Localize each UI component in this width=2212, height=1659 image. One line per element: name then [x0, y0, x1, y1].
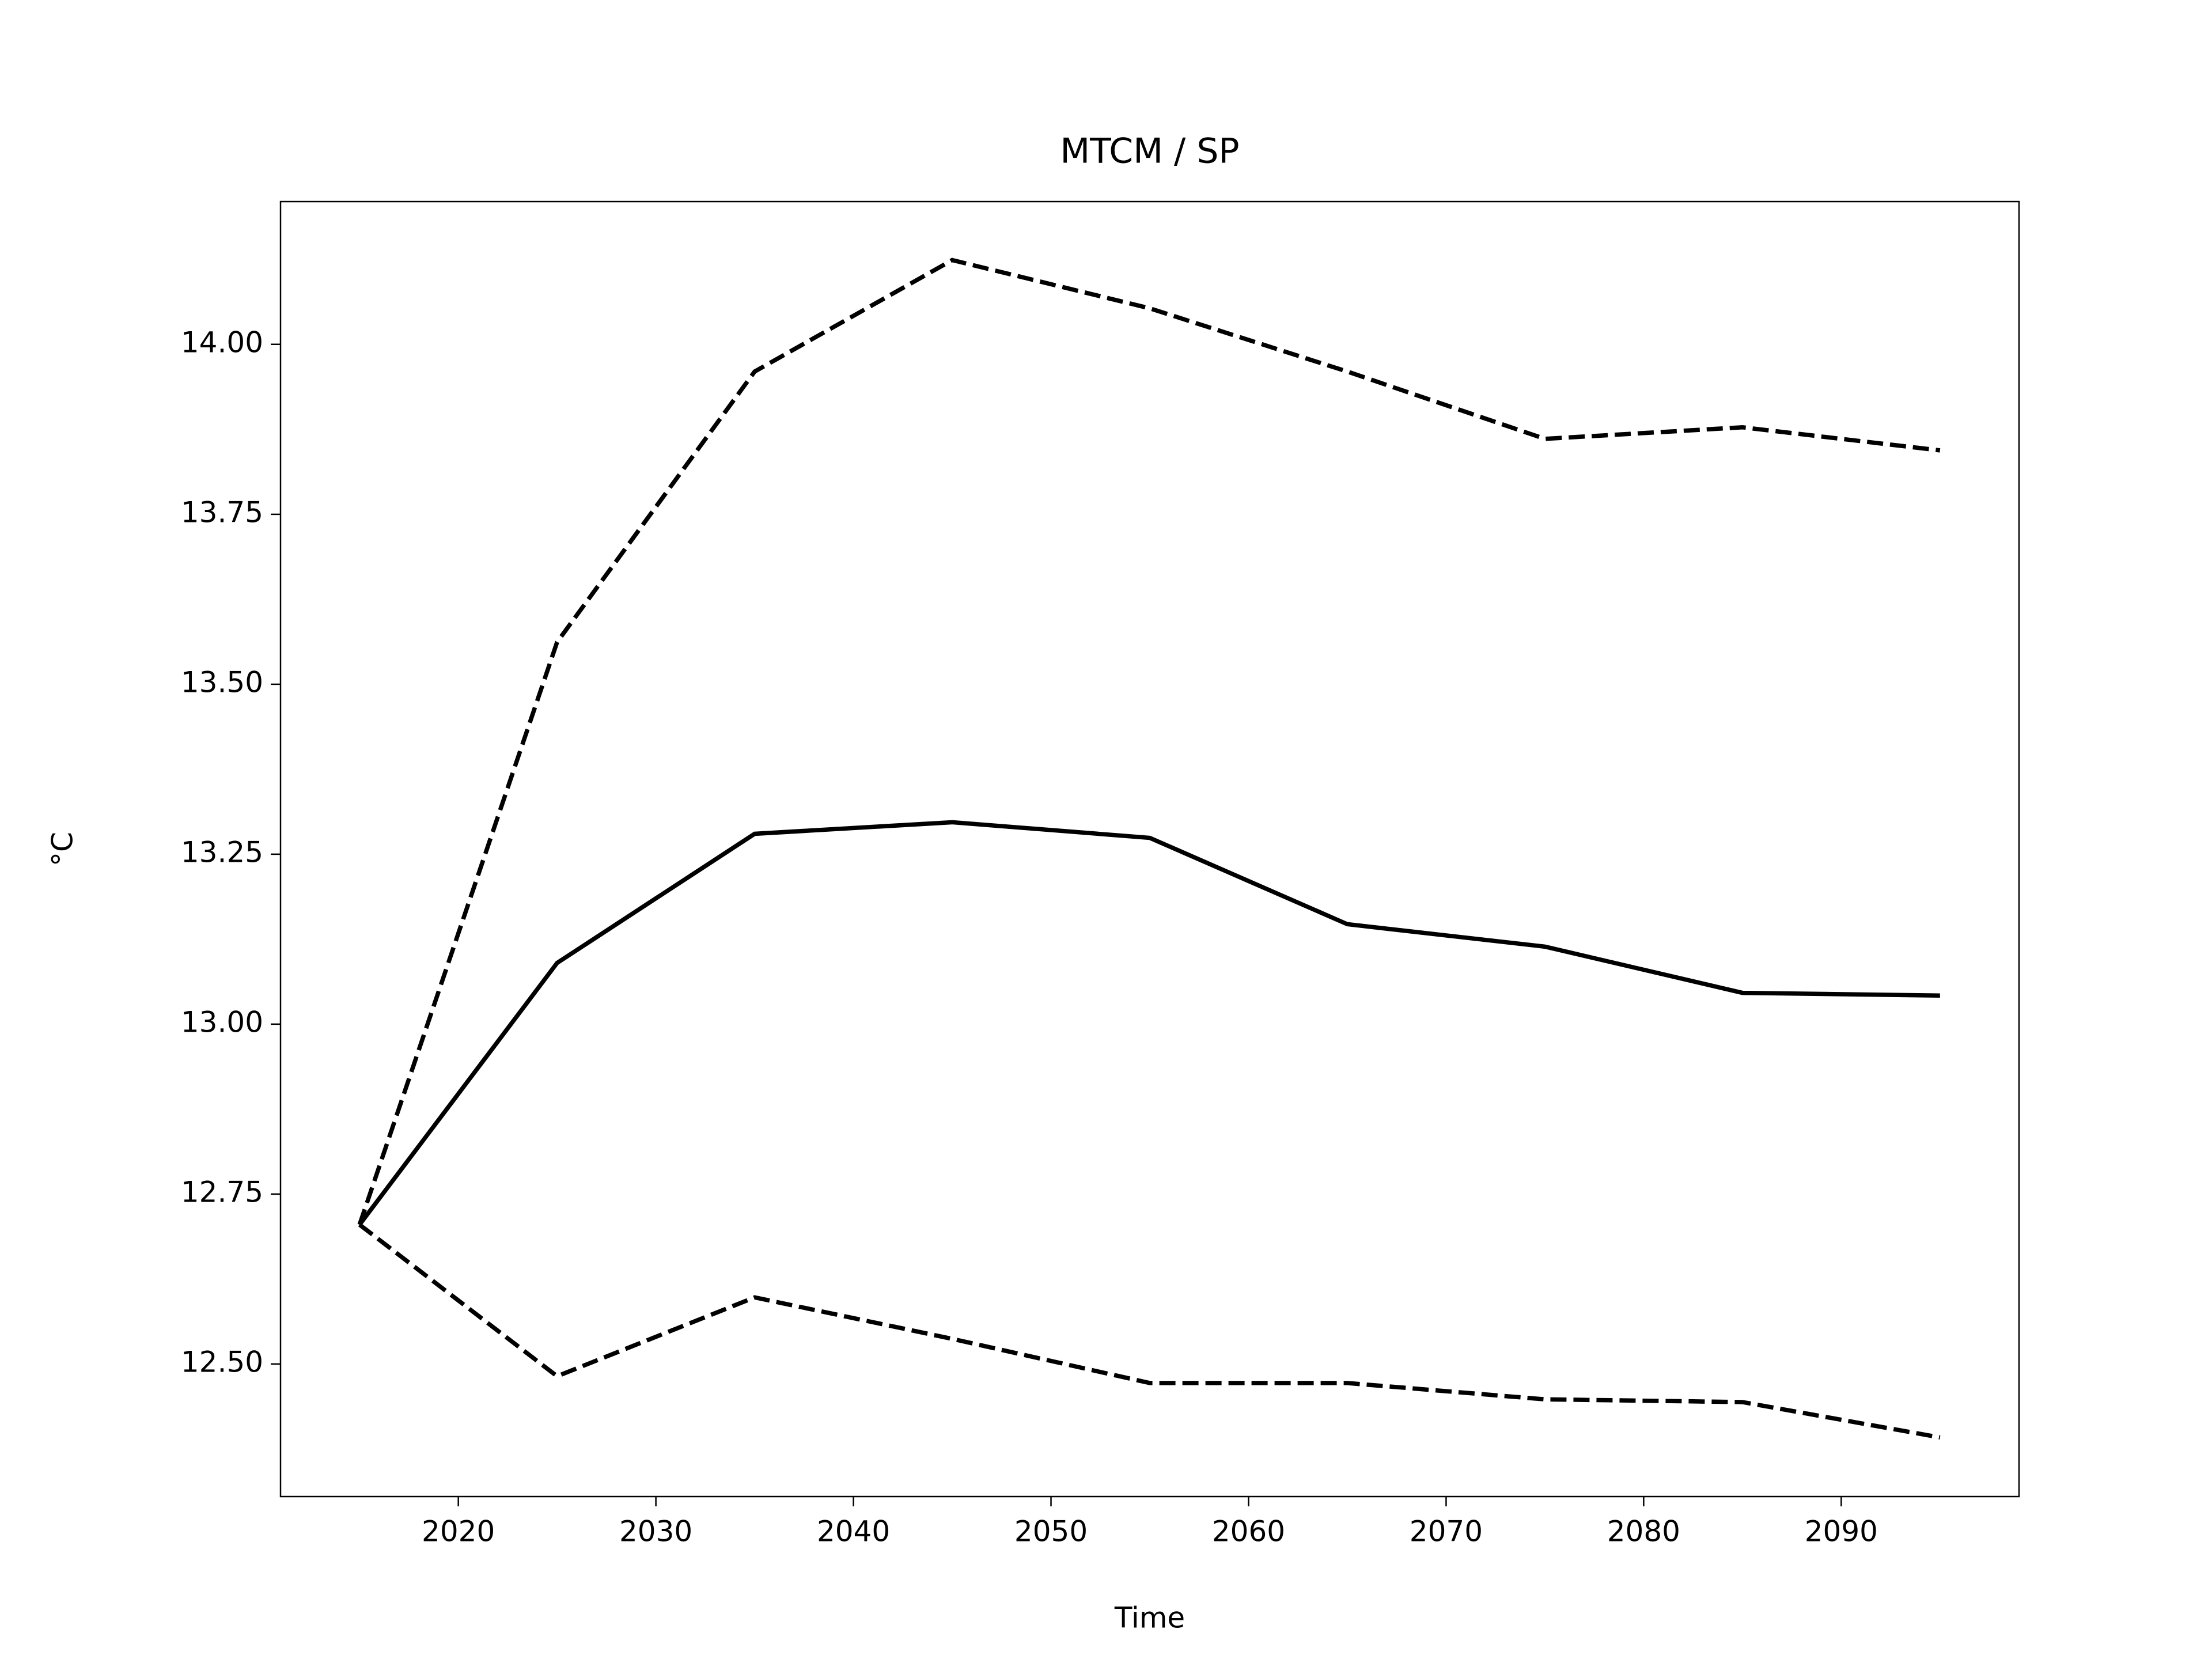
plot-frame: [279, 200, 2020, 1498]
x-tick-label: 2090: [1805, 1515, 1878, 1548]
y-tick-label: 13.00: [181, 1005, 263, 1039]
chart-title: MTCM / SP: [1060, 131, 1239, 172]
y-tick-label: 12.75: [181, 1175, 263, 1209]
x-tick-label: 2030: [619, 1515, 692, 1548]
x-tick-label: 2050: [1014, 1515, 1088, 1548]
x-tick-label: 2070: [1410, 1515, 1483, 1548]
series-line: [358, 820, 1940, 1226]
y-tick-label: 14.00: [181, 325, 263, 359]
series-line: [357, 257, 1941, 1226]
y-tick-label: 12.50: [181, 1345, 263, 1378]
series-line: [358, 1223, 1941, 1440]
x-tick-label: 2060: [1212, 1515, 1285, 1548]
x-tick-label: 2080: [1607, 1515, 1680, 1548]
y-tick-label: 13.25: [181, 835, 263, 869]
y-tick-label: 13.50: [181, 665, 263, 699]
x-tick-label: 2020: [422, 1515, 495, 1548]
x-tick-label: 2040: [817, 1515, 890, 1548]
y-tick-label: 13.75: [181, 495, 263, 529]
x-axis-label: Time: [1114, 1601, 1185, 1635]
y-axis-label: °C: [46, 832, 79, 866]
